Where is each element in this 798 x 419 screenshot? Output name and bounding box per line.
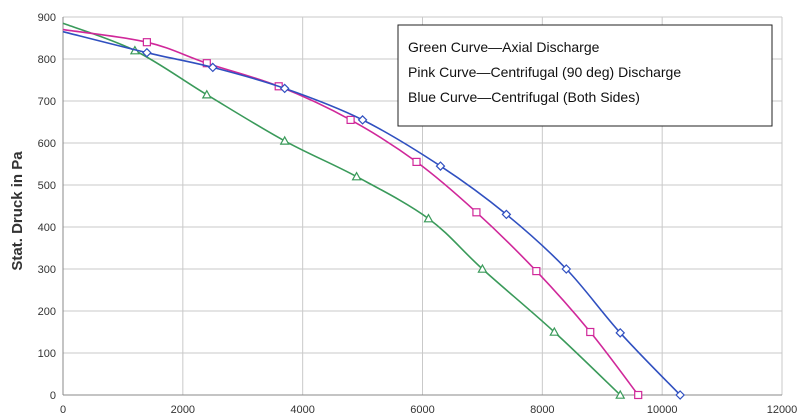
data-point-pink: [346, 115, 355, 125]
y-tick-label: 500: [38, 180, 56, 192]
y-tick-label: 700: [38, 96, 56, 108]
data-point-blue: [561, 264, 572, 274]
legend-box: [397, 24, 773, 127]
data-point-pink: [532, 267, 541, 276]
data-point-green: [351, 171, 362, 181]
x-tick-label: 0: [60, 404, 66, 416]
y-tick-label: 0: [50, 390, 56, 402]
data-point-pink: [412, 157, 421, 166]
data-point-blue: [357, 115, 368, 125]
x-tick-label: 4000: [290, 404, 314, 416]
data-point-green: [423, 213, 434, 223]
tick-labels: 0 100 200 300 400 500 600 700 800 900 0 2000 4000 600…: [38, 12, 798, 416]
data-point-blue: [675, 390, 685, 400]
data-point-blue: [142, 47, 152, 58]
x-tick-label: 6000: [410, 404, 434, 416]
data-point-green: [615, 389, 626, 399]
data-point-green: [477, 263, 488, 273]
y-tick-label: 400: [38, 222, 56, 234]
data-point-blue: [615, 327, 626, 338]
series-blue: [62, 30, 685, 400]
x-tick-label: 10000: [647, 404, 678, 416]
x-tick-label: 8000: [530, 404, 554, 416]
legend-entry-blue: Blue Curve—Centrifugal (Both Sides): [408, 89, 640, 105]
y-tick-label: 300: [38, 264, 56, 276]
x-tick-label: 12000: [767, 404, 798, 416]
y-tick-label: 200: [38, 306, 56, 318]
axes: [62, 17, 782, 396]
series-line-blue: [62, 30, 681, 396]
data-point-green: [201, 89, 212, 99]
legend-entry-pink: Pink Curve—Centrifugal (90 deg) Discharg…: [408, 64, 681, 80]
series-line-pink: [62, 28, 639, 396]
data-point-pink: [142, 38, 151, 47]
data-point-pink: [634, 390, 643, 400]
data-point-blue: [207, 62, 218, 73]
data-point-green: [549, 326, 560, 336]
y-tick-label: 900: [38, 12, 56, 24]
y-tick-label: 800: [38, 54, 56, 66]
data-point-blue: [279, 83, 290, 94]
x-tick-label: 2000: [171, 404, 195, 416]
series: [62, 22, 685, 400]
y-tick-label: 100: [38, 348, 56, 360]
data-point-blue: [435, 161, 446, 171]
y-tick-label: 600: [38, 138, 56, 150]
legend: Green Curve—Axial Discharge Pink Curve—C…: [397, 24, 773, 127]
y-axis-title: Stat. Druck in Pa: [9, 151, 26, 271]
legend-entry-green: Green Curve—Axial Discharge: [408, 39, 600, 55]
data-point-pink: [472, 208, 481, 217]
data-point-pink: [586, 327, 595, 337]
data-point-green: [279, 135, 290, 145]
data-point-blue: [501, 209, 512, 220]
